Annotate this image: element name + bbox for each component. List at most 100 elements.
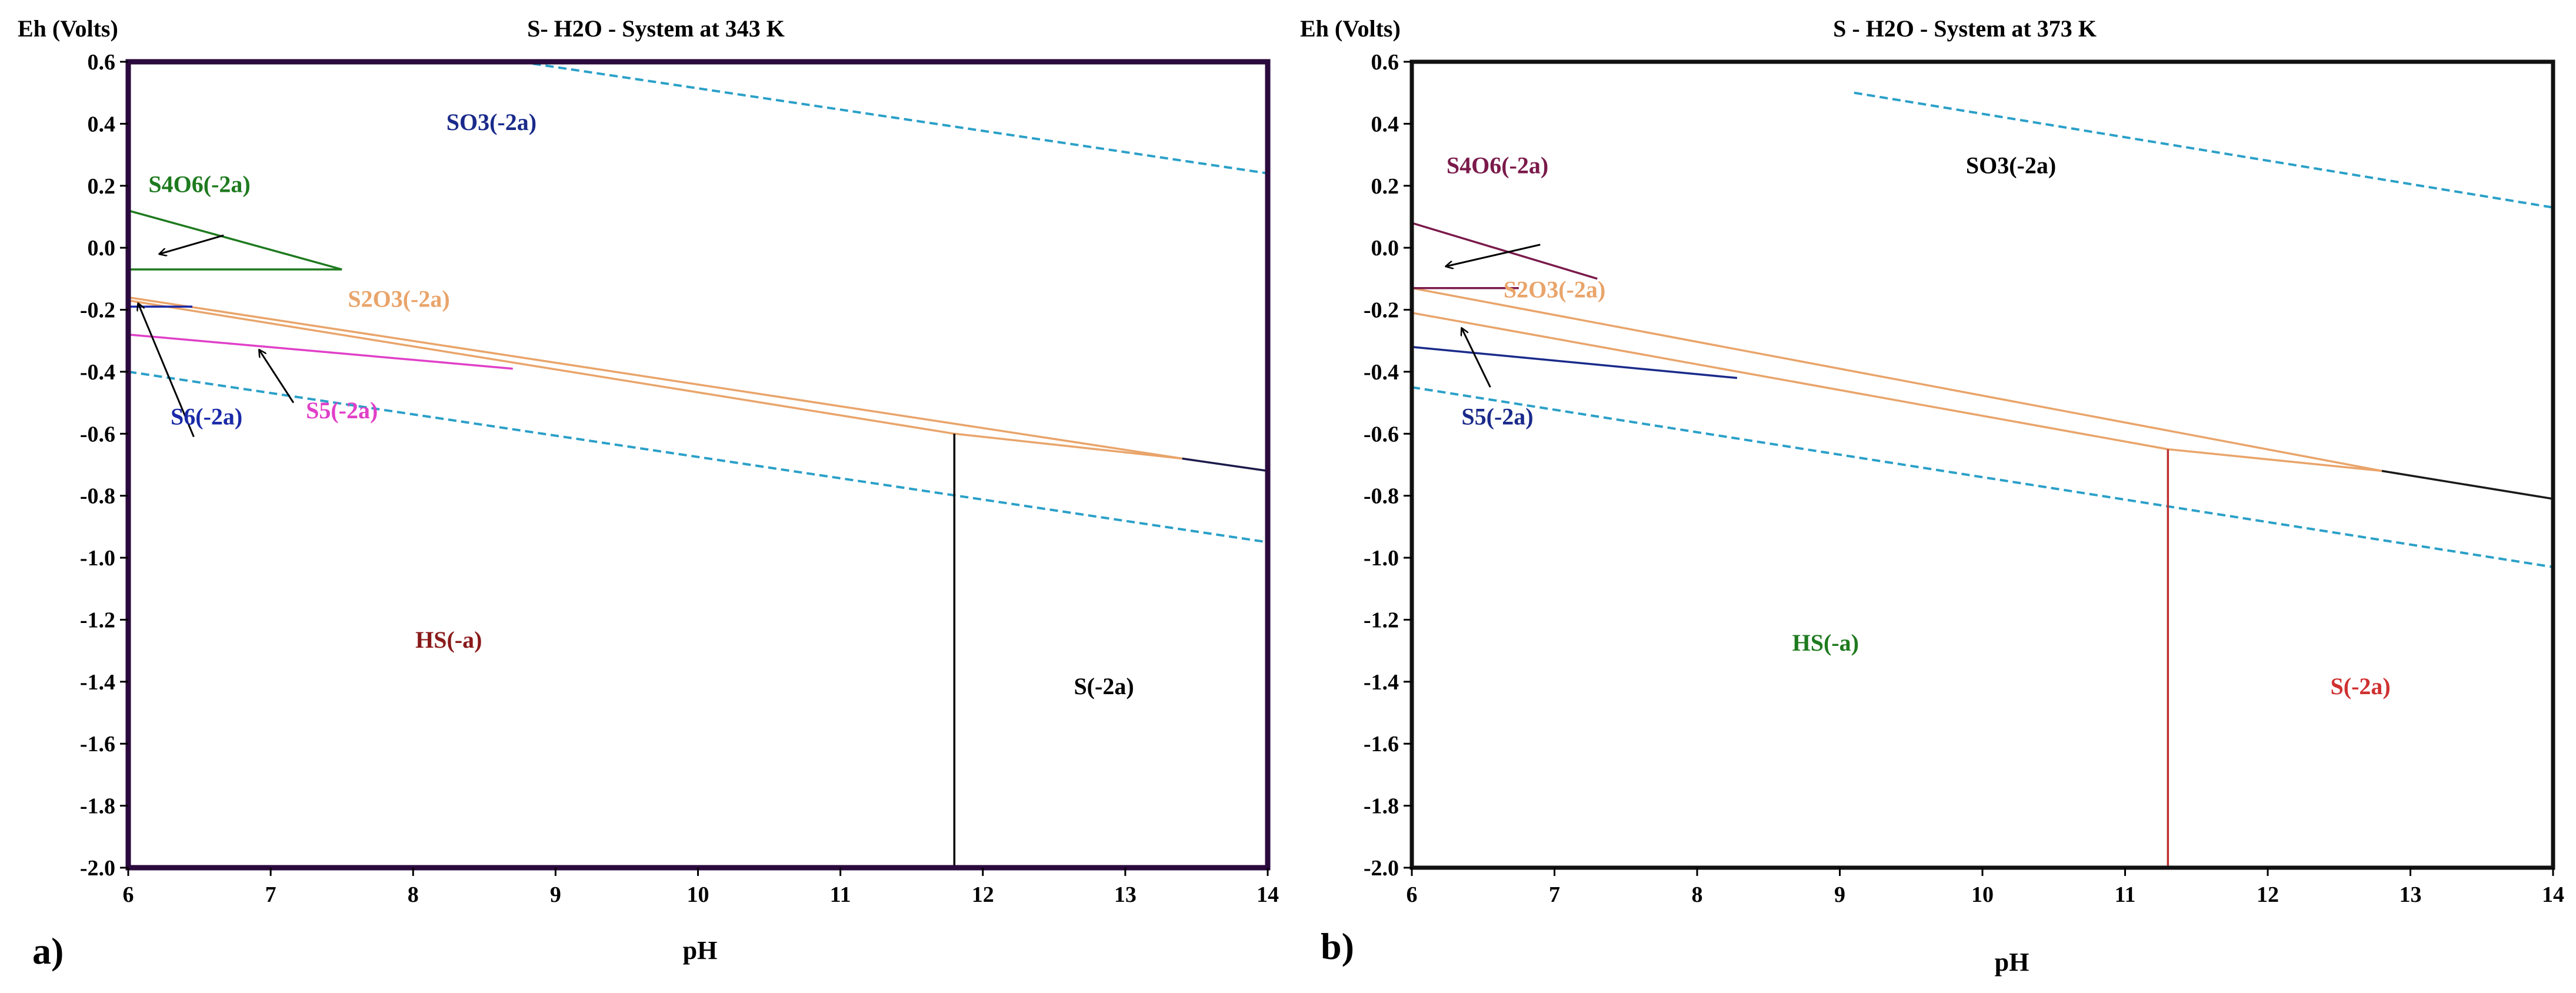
panel-a-x-tick-label: 6 — [123, 882, 134, 907]
panel-a-y-tick-label: -0.4 — [80, 360, 115, 385]
panel-a-species-label-s2o3-2a: S2O3(-2a) — [348, 285, 449, 312]
panel-b-letter: b) — [1321, 925, 1354, 967]
panel-a-y-tick-label: 0.4 — [88, 112, 116, 136]
panel-a-arrow-3 — [259, 350, 295, 404]
panel-b-x-tick-label: 13 — [2400, 882, 2422, 907]
panel-a-species-label-s5-2a: S5(-2a) — [306, 397, 378, 424]
panel-a-y-tick-label: -1.0 — [80, 546, 115, 571]
panel-a-y-tick-label: -2.0 — [80, 856, 115, 881]
panel-a-y-ticks: 0.6 0.4 0.2 0.0 -0.2 -0.4 -0.6 -0.8 -1.0 -1.2 -1.4… — [80, 50, 128, 881]
panel-a-annotations: SO3(-2a) S4O6(-2a) S2O3(-2a) S6(-2a) S5(-2a)… — [148, 109, 1134, 699]
panel-b-chart: Eh (Volts) S - H2O - System at 373 K S4O… — [1300, 15, 2564, 977]
panel-b-line-so3-s-boundary — [2381, 469, 2554, 500]
panel-b-y-tick-label: -0.8 — [1364, 484, 1399, 509]
panel-b-species-label-s5-2a: S5(-2a) — [1461, 404, 1533, 430]
panel-a-y-tick-label: 0.6 — [88, 50, 116, 75]
panel-a-arrow-2 — [138, 304, 195, 438]
panel-b-species-label-s2o3-2a: S2O3(-2a) — [1504, 276, 1605, 302]
panel-b-y-tick-label: -2.0 — [1364, 856, 1399, 881]
panel-a-plot-background — [128, 62, 1268, 868]
panel-b-y-tick-label: -1.8 — [1364, 794, 1399, 819]
panel-a-line-so3-s-boundary — [1182, 457, 1268, 472]
panel-b-species-label-hs-a: HS(-a) — [1792, 629, 1859, 656]
panel-b-y-tick-label: -1.6 — [1364, 732, 1399, 757]
panel-b-line-so3-s2o3-boundary — [1411, 286, 2382, 472]
panel-b-x-tick-label: 9 — [1834, 882, 1845, 907]
panel-a-species-label-s6-2a: S6(-2a) — [171, 404, 242, 430]
panel-a-xlabel: pH — [683, 936, 718, 965]
panel-b-y-tick-label: 0.4 — [1371, 112, 1399, 136]
panel-a-species-label-s-2a: S(-2a) — [1074, 673, 1134, 699]
panel-a-x-tick-label: 8 — [408, 882, 419, 907]
panel-b-arrows — [1446, 244, 1541, 388]
panel-a-x-tick-label: 14 — [1257, 882, 1279, 907]
panel-a-y-tick-label: -1.2 — [80, 608, 115, 632]
panel-a-chart: Eh (Volts) S- H2O - System at 343 K SO3(… — [18, 15, 1279, 972]
panel-b-y-tick-label: 0.2 — [1371, 174, 1399, 199]
panel-a-line-s4o6-upper — [128, 209, 342, 271]
panel-a-line-s5-boundary — [128, 333, 513, 370]
panel-a-ylabel: Eh (Volts) — [18, 15, 118, 42]
panel-b-plot-background — [1412, 62, 2553, 868]
panel-a-x-tick-label: 10 — [687, 882, 709, 907]
panel-b-plot-area — [1412, 62, 2553, 868]
panel-b-species-label-s4o6-2a: S4O6(-2a) — [1447, 152, 1548, 179]
panel-a-x-tick-label: 11 — [830, 882, 851, 907]
panel-a-y-tick-label: -1.6 — [80, 732, 115, 757]
panel-a-x-tick-label: 7 — [265, 882, 276, 907]
panel-b-y-tick-label: -0.2 — [1364, 298, 1399, 323]
panel-a-title: S- H2O - System at 343 K — [527, 15, 785, 42]
panel-b-y-tick-label: -1.2 — [1364, 608, 1399, 632]
panel-b-series-layer — [1411, 91, 2554, 868]
panel-a-line-so3-s2o3-boundary — [128, 296, 1182, 460]
panel-a-x-tick-label: 12 — [972, 882, 994, 907]
panel-a-y-tick-label: -0.6 — [80, 422, 115, 446]
panel-b-x-tick-label: 6 — [1407, 882, 1418, 907]
panel-a-x-ticks: 6 7 8 9 10 11 12 13 14 — [123, 868, 1279, 907]
panel-b-x-ticks: 6 7 8 9 10 11 12 13 14 — [1407, 868, 2564, 907]
panel-a-y-tick-label: 0.2 — [88, 174, 116, 199]
panel-b-x-tick-label: 11 — [2115, 882, 2136, 907]
panel-a-y-tick-label: -0.8 — [80, 484, 115, 509]
panel-b-x-tick-label: 14 — [2542, 882, 2564, 907]
panel-b-line-water-upper — [1854, 91, 2554, 209]
panel-a-series-layer — [128, 61, 1268, 868]
panel-b-title: S - H2O - System at 373 K — [1833, 15, 2097, 42]
panel-a-species-label-hs-a: HS(-a) — [415, 627, 482, 653]
panel-b-y-tick-label: 0.0 — [1371, 236, 1399, 261]
panel-b-x-tick-label: 12 — [2257, 882, 2279, 907]
panel-b-arrow-1 — [1446, 244, 1541, 266]
panel-b-y-tick-label: -1.0 — [1364, 546, 1399, 571]
panel-a-x-tick-label: 13 — [1114, 882, 1137, 907]
panel-a-letter: a) — [32, 930, 64, 972]
panel-a-y-tick-label: -1.4 — [80, 670, 115, 695]
panel-b-ylabel: Eh (Volts) — [1300, 15, 1401, 42]
panel-a-species-label-s4o6-2a: S4O6(-2a) — [148, 171, 250, 197]
panel-a-y-tick-label: -1.8 — [80, 794, 115, 819]
panel-a-y-tick-label: -0.2 — [80, 298, 115, 323]
panel-b-y-tick-label: -1.4 — [1364, 670, 1399, 695]
panel-b-y-tick-label: 0.6 — [1371, 50, 1399, 75]
panel-b-xlabel: pH — [1995, 948, 2030, 977]
panel-b-y-ticks: 0.6 0.4 0.2 0.0 -0.2 -0.4 -0.6 -0.8 -1.0 -1.2 -1.4… — [1364, 50, 1412, 881]
panel-b-species-label-s-2a: S(-2a) — [2331, 673, 2391, 699]
panel-b-x-tick-label: 7 — [1549, 882, 1560, 907]
panel-b-species-label-so3-2a: SO3(-2a) — [1966, 152, 2056, 179]
panel-b-y-tick-label: -0.4 — [1364, 360, 1399, 385]
panel-b-line-water-lower — [1411, 386, 2554, 568]
panel-b-x-tick-label: 10 — [1971, 882, 1994, 907]
panel-b-line-s4o6-upper — [1411, 222, 1598, 280]
panel-a-arrow-1 — [159, 234, 224, 254]
panel-a-y-tick-label: 0.0 — [88, 236, 116, 261]
panel-a-line-water-upper — [519, 61, 1268, 175]
panel-a-line-water-lower — [128, 370, 1268, 544]
panel-a-arrows — [138, 234, 295, 438]
panel-b-y-tick-label: -0.6 — [1364, 422, 1399, 446]
panel-b-annotations: S4O6(-2a) SO3(-2a) S2O3(-2a) S5(-2a) HS(-a) S… — [1447, 152, 2391, 699]
panel-b-x-tick-label: 8 — [1692, 882, 1703, 907]
panel-a-x-tick-label: 9 — [550, 882, 561, 907]
panel-a-species-label-so3-2a: SO3(-2a) — [446, 109, 536, 135]
panel-a-plot-area — [128, 62, 1268, 868]
panel-b-arrow-2 — [1462, 328, 1491, 388]
